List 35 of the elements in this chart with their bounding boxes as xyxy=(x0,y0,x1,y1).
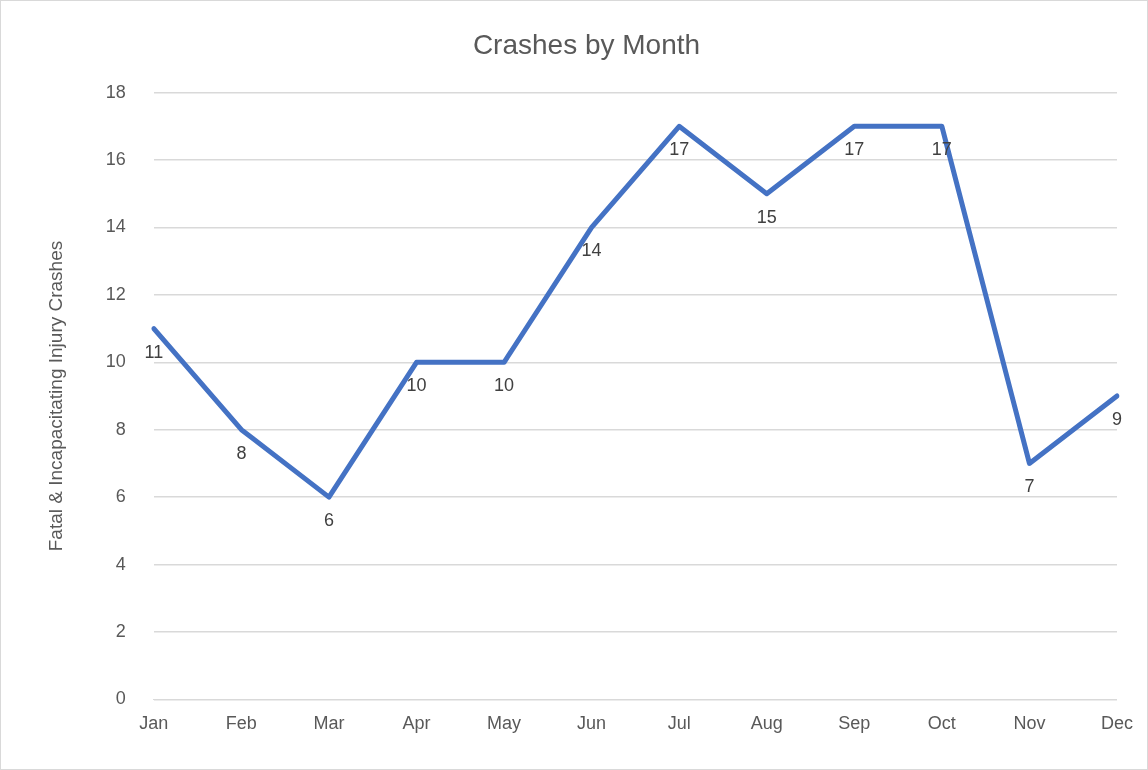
y-tick-label: 18 xyxy=(105,81,126,102)
data-label: 10 xyxy=(494,375,515,396)
chart-title: Crashes by Month xyxy=(472,28,701,60)
data-label: 11 xyxy=(144,341,164,362)
data-label: 15 xyxy=(756,206,777,227)
data-label: 10 xyxy=(406,375,427,396)
y-tick-label: 2 xyxy=(115,620,126,641)
y-tick-label: 12 xyxy=(105,283,126,304)
y-tick-label: 4 xyxy=(115,553,126,574)
data-label: 17 xyxy=(844,139,865,160)
y-tick-label: 14 xyxy=(105,216,126,237)
data-label: 8 xyxy=(236,442,247,463)
data-label: 9 xyxy=(1111,408,1122,429)
x-tick-label: Feb xyxy=(225,713,257,734)
x-tick-label: Jan xyxy=(139,713,169,734)
x-tick-label: Sep xyxy=(838,713,871,734)
y-axis-title: Fatal & Incapacitating Injury Crashes xyxy=(44,240,66,552)
data-label: 14 xyxy=(581,240,602,261)
x-tick-label: Apr xyxy=(402,713,431,734)
x-tick-label: Jun xyxy=(577,713,607,734)
x-tick-label: Dec xyxy=(1100,713,1133,734)
x-tick-label: Nov xyxy=(1013,713,1046,734)
data-label: 7 xyxy=(1024,476,1035,497)
y-tick-label: 6 xyxy=(115,486,126,507)
y-tick-label: 10 xyxy=(105,351,126,372)
x-tick-label: Mar xyxy=(313,713,345,734)
x-tick-label: Aug xyxy=(750,713,783,734)
data-label: 6 xyxy=(323,510,334,531)
x-tick-label: Oct xyxy=(927,713,956,734)
data-label: 17 xyxy=(669,139,690,160)
x-tick-label: Jul xyxy=(667,713,691,734)
y-tick-label: 8 xyxy=(115,418,126,439)
y-tick-label: 0 xyxy=(115,688,126,709)
y-tick-label: 16 xyxy=(105,148,126,169)
x-tick-label: May xyxy=(487,713,522,734)
